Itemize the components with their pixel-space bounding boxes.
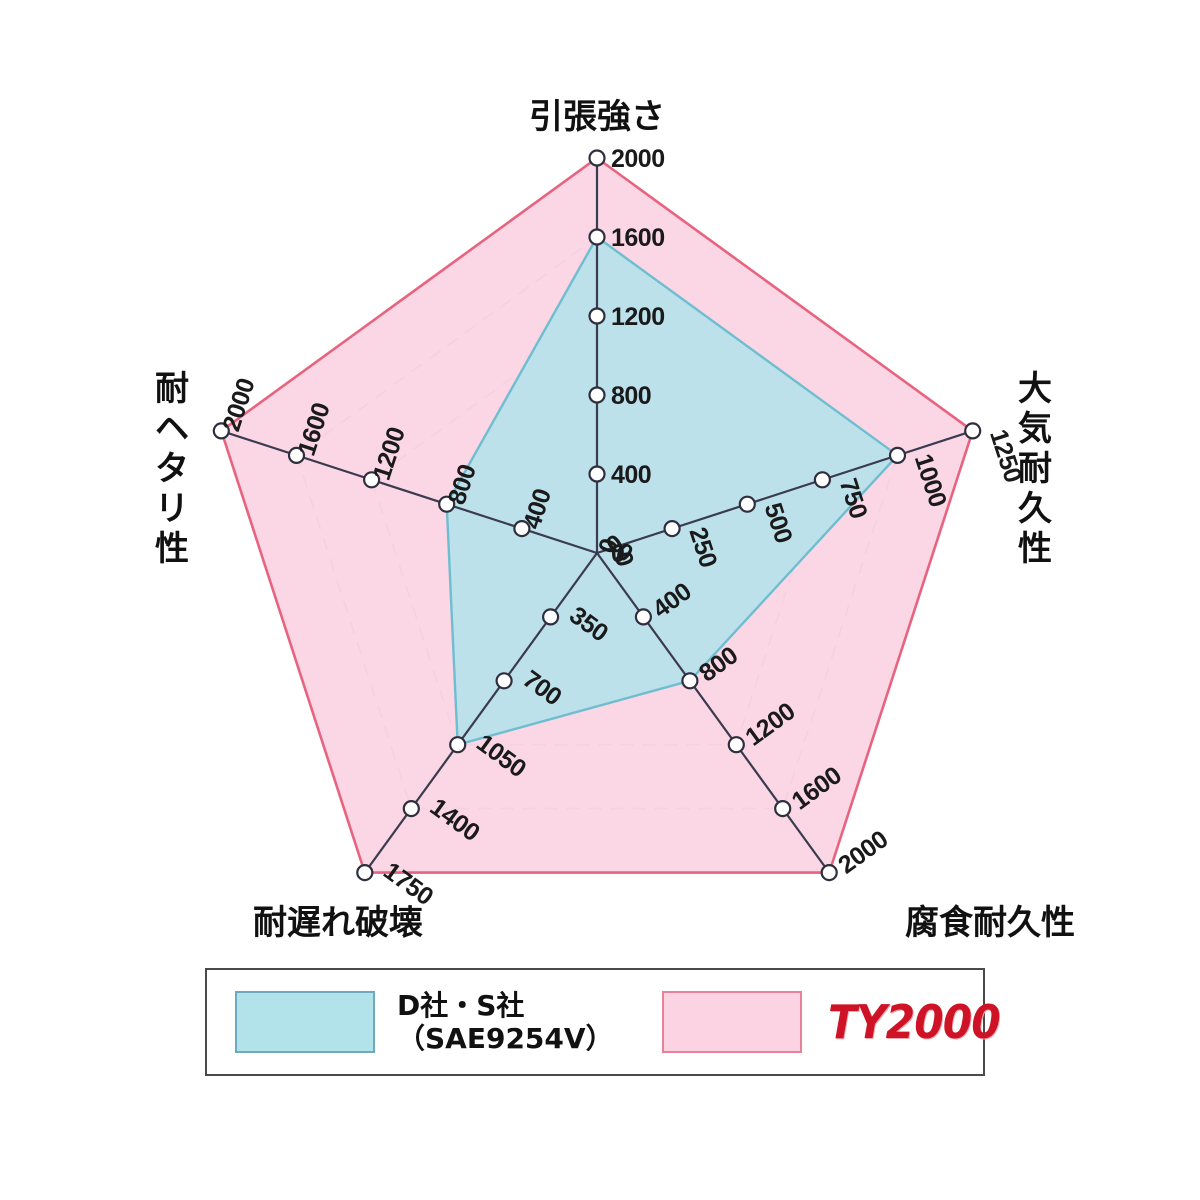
tick-dot-axis4-2000 <box>212 422 230 440</box>
tick-dot-axis2-2000 <box>820 863 838 882</box>
tick-dot-axis1-500 <box>738 495 756 513</box>
tick-dot-axis0-800 <box>588 386 606 404</box>
legend-item-competitor: D社・S社 （SAE9254V） <box>235 989 614 1055</box>
tick-dot-axis3-1400 <box>402 799 420 818</box>
tick-label-axis0-800: 800 <box>611 382 651 410</box>
tick-dot-axis3-1750 <box>356 863 374 882</box>
axis-title-4-char1: ヘ <box>155 409 189 449</box>
axis-line-1 <box>596 429 974 555</box>
axis-title-1-char1: 気 <box>1018 409 1052 449</box>
tick-dot-axis0-2000 <box>588 149 606 167</box>
tick-dot-axis3-350 <box>541 608 560 626</box>
legend-label-competitor-line2: （SAE9254V） <box>397 1022 614 1055</box>
tick-dot-axis3-700 <box>495 672 513 690</box>
tick-label-axis0-1600: 1600 <box>611 224 665 252</box>
axis-title-0: 引張強さ <box>529 97 665 137</box>
tick-dot-axis1-1250 <box>964 422 982 440</box>
tick-label-axis0-400: 400 <box>611 461 651 489</box>
chart-legend: D社・S社 （SAE9254V） TY2000 <box>205 968 1000 1076</box>
tick-dot-axis0-1600 <box>588 228 606 246</box>
tick-dot-axis2-1200 <box>727 736 745 754</box>
legend-label-competitor-line1: D社・S社 <box>397 988 525 1022</box>
tick-dot-axis4-400 <box>513 519 531 538</box>
legend-swatch-blue <box>235 991 375 1053</box>
tick-label-axis0-0: 0 <box>611 540 624 568</box>
tick-dot-axis2-1600 <box>774 799 792 818</box>
axis-title-2: 腐食耐久性 <box>905 903 1075 943</box>
axis-line-4 <box>220 429 598 555</box>
axis-line-layer <box>220 158 974 874</box>
legend-swatch-pink <box>661 991 802 1053</box>
axis-title-4-char4: 性 <box>155 529 189 569</box>
tick-dot-axis1-250 <box>663 519 681 538</box>
axis-title-1-char2: 耐 <box>1018 449 1052 489</box>
axis-title-1-char0: 大 <box>1018 369 1052 409</box>
axis-line-3 <box>363 552 598 874</box>
tick-dot-axis0-1200 <box>588 307 606 325</box>
series-polygon-competitor <box>445 235 900 747</box>
tick-dot-axis0-400 <box>588 465 606 483</box>
tick-dot-axis4-800 <box>438 495 456 513</box>
tick-dot-axis4-1200 <box>363 471 381 489</box>
tick-dot-axis1-1000 <box>888 446 907 464</box>
tick-dot-axis4-1600 <box>287 446 306 464</box>
axis-title-4-char3: リ <box>155 489 189 529</box>
axis-line-2 <box>596 552 831 874</box>
tick-dot-layer <box>212 149 982 882</box>
tick-dot-axis3-1050 <box>449 736 467 754</box>
tick-dot-axis1-750 <box>813 471 832 489</box>
legend-label-ty2000: TY2000 <box>827 995 1001 1049</box>
axis-title-3: 耐遅れ破壊 <box>253 903 423 943</box>
axis-title-4-char2: タ <box>155 449 189 489</box>
axis-title-1-char4: 性 <box>1018 529 1052 569</box>
legend-item-ty2000: TY2000 <box>661 991 1015 1053</box>
tick-label-axis0-1200: 1200 <box>611 303 665 331</box>
axis-title-4-char0: 耐 <box>155 369 189 409</box>
tick-dot-axis2-800 <box>681 672 699 690</box>
tick-dot-axis2-400 <box>634 608 653 626</box>
axis-title-1-char3: 久 <box>1018 489 1052 529</box>
tick-label-axis0-2000: 2000 <box>611 145 665 173</box>
